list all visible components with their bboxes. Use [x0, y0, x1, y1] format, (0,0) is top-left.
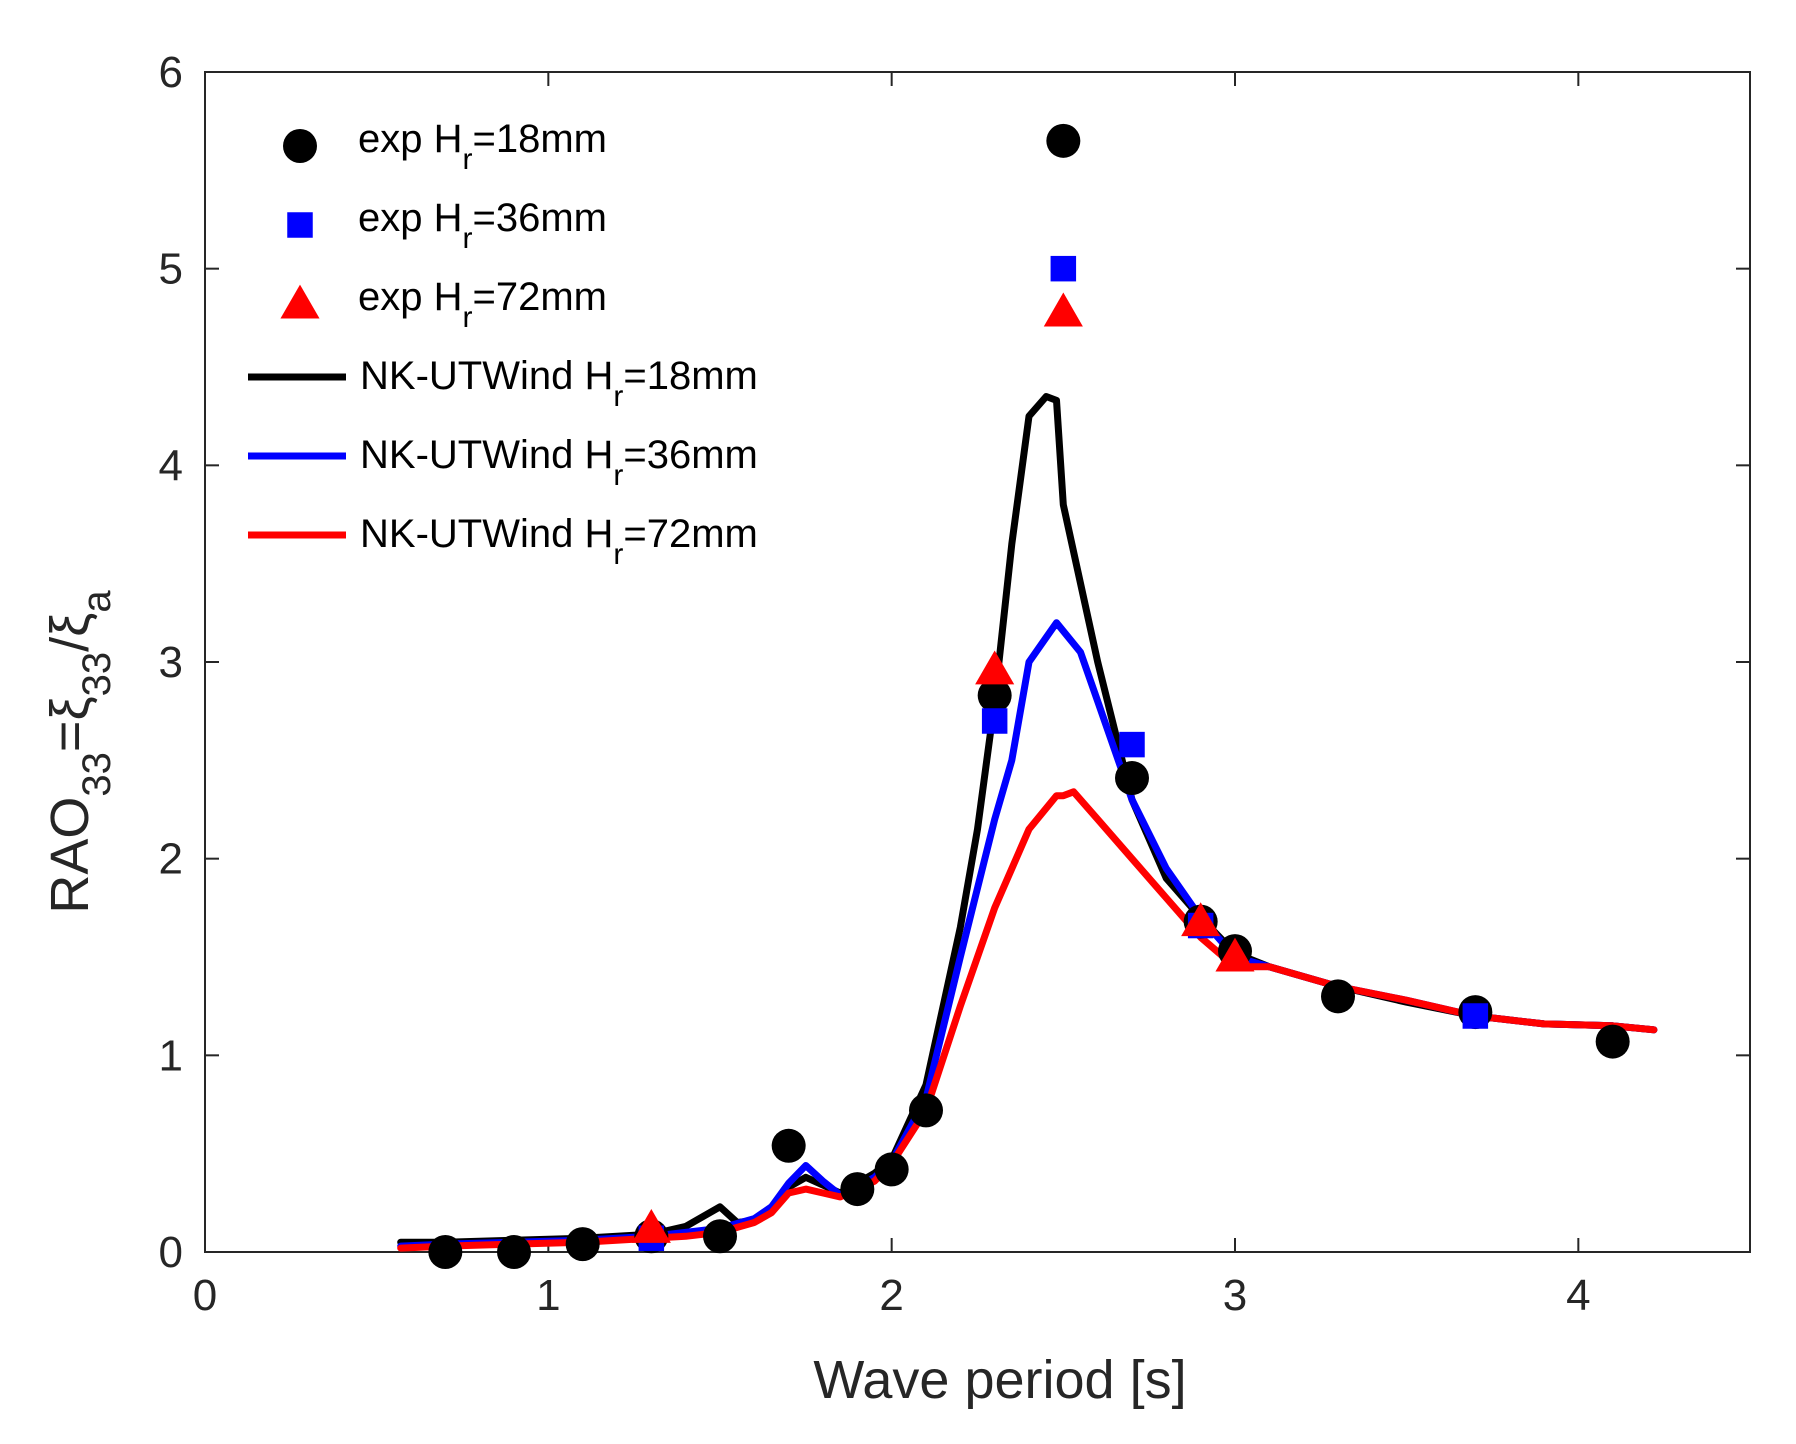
y-label-main: RAO: [40, 797, 100, 914]
y-axis-label: RAO33=ξ33/ξa: [40, 590, 119, 914]
legend-label-post: =36mm: [623, 433, 758, 477]
legend-label-pre: NK-UTWind H: [360, 433, 613, 477]
series-0-point: [1321, 979, 1355, 1014]
legend-label-sub: r: [463, 301, 473, 334]
y-label-slash: /ξ: [40, 613, 100, 652]
legend-label-sub: r: [463, 143, 473, 176]
series-0-point: [565, 1227, 600, 1262]
legend-label-3: NK-UTWind Hr=18mm: [360, 354, 758, 413]
y-tick-label: 5: [159, 245, 183, 294]
y-label-eq: =ξ: [40, 696, 100, 752]
legend-label-2: exp Hr=72mm: [358, 275, 607, 334]
series-0-point: [1595, 1024, 1630, 1059]
series-0-point: [771, 1128, 806, 1163]
series-0-point: [1046, 123, 1081, 158]
legend-label-pre: exp H: [358, 196, 463, 240]
plot-frame: [204, 71, 1751, 1253]
series-0-point: [703, 1219, 737, 1254]
y-label-sub1: 33: [75, 752, 119, 797]
y-label-sub3: a: [75, 590, 119, 613]
markers-layer: [428, 123, 1630, 1269]
legend-label-4: NK-UTWind Hr=36mm: [360, 433, 758, 492]
legend-label-0: exp Hr=18mm: [358, 117, 607, 176]
x-tick-label: 4: [1566, 1271, 1590, 1320]
legend-label-sub: r: [463, 222, 473, 255]
x-tick-label: 0: [193, 1271, 217, 1320]
legend-label-post: =36mm: [473, 196, 608, 240]
series-1-point: [981, 708, 1008, 734]
legend-label-sub: r: [613, 459, 623, 492]
series-0-point: [428, 1235, 463, 1269]
series-2-point: [631, 1209, 671, 1243]
legend-marker-2: [280, 284, 320, 319]
legend-label-pre: NK-UTWind H: [360, 354, 613, 398]
x-tick-label: 3: [1223, 1271, 1247, 1320]
x-tick-label: 2: [879, 1271, 903, 1320]
series-0-point: [977, 678, 1012, 713]
legend-label-5: NK-UTWind Hr=72mm: [360, 512, 758, 571]
legend-marker-0: [283, 129, 317, 163]
legend-label-post: =72mm: [623, 512, 758, 556]
y-tick-label: 1: [159, 1031, 183, 1080]
svg-text:RAO33=ξ33/ξa: RAO33=ξ33/ξa: [40, 590, 119, 914]
y-tick-label: 0: [159, 1228, 183, 1277]
series-2-point: [975, 650, 1015, 685]
series-1-point: [1462, 1003, 1489, 1029]
legend-label-pre: NK-UTWind H: [360, 512, 613, 556]
series-1-point: [1050, 255, 1077, 282]
y-tick-label: 3: [159, 638, 183, 687]
legend-label-sub: r: [613, 380, 623, 413]
legend-label-post: =18mm: [623, 354, 758, 398]
series-2-point: [1043, 292, 1083, 327]
series-line-4: [397, 619, 1658, 1250]
x-axis-label: Wave period [s]: [813, 1350, 1186, 1410]
y-tick-label: 2: [159, 835, 183, 884]
legend-label-post: =72mm: [473, 275, 608, 319]
series-0-point: [909, 1093, 943, 1128]
series-0-point: [497, 1235, 531, 1269]
series-0-point: [874, 1152, 909, 1187]
legend-label-pre: exp H: [358, 275, 463, 319]
legend-label-post: =18mm: [473, 117, 608, 161]
y-tick-label: 6: [159, 48, 183, 97]
axes-layer: 0 1 2 3 4 0 1 2 3 4 5 6: [159, 48, 1751, 1320]
series-1-point: [1119, 731, 1145, 758]
series-2-point: [1215, 937, 1255, 972]
x-tick-label: 1: [536, 1271, 560, 1320]
series-0-point: [840, 1172, 875, 1207]
legend-label-pre: exp H: [358, 117, 463, 161]
legend-label-sub: r: [613, 538, 623, 571]
y-tick-label: 4: [159, 441, 183, 490]
series-0-point: [1115, 761, 1149, 796]
legend-marker-1: [287, 212, 313, 238]
legend-label-1: exp Hr=36mm: [358, 196, 607, 255]
y-label-sub2: 33: [75, 652, 119, 697]
series-2-point: [1181, 902, 1221, 937]
